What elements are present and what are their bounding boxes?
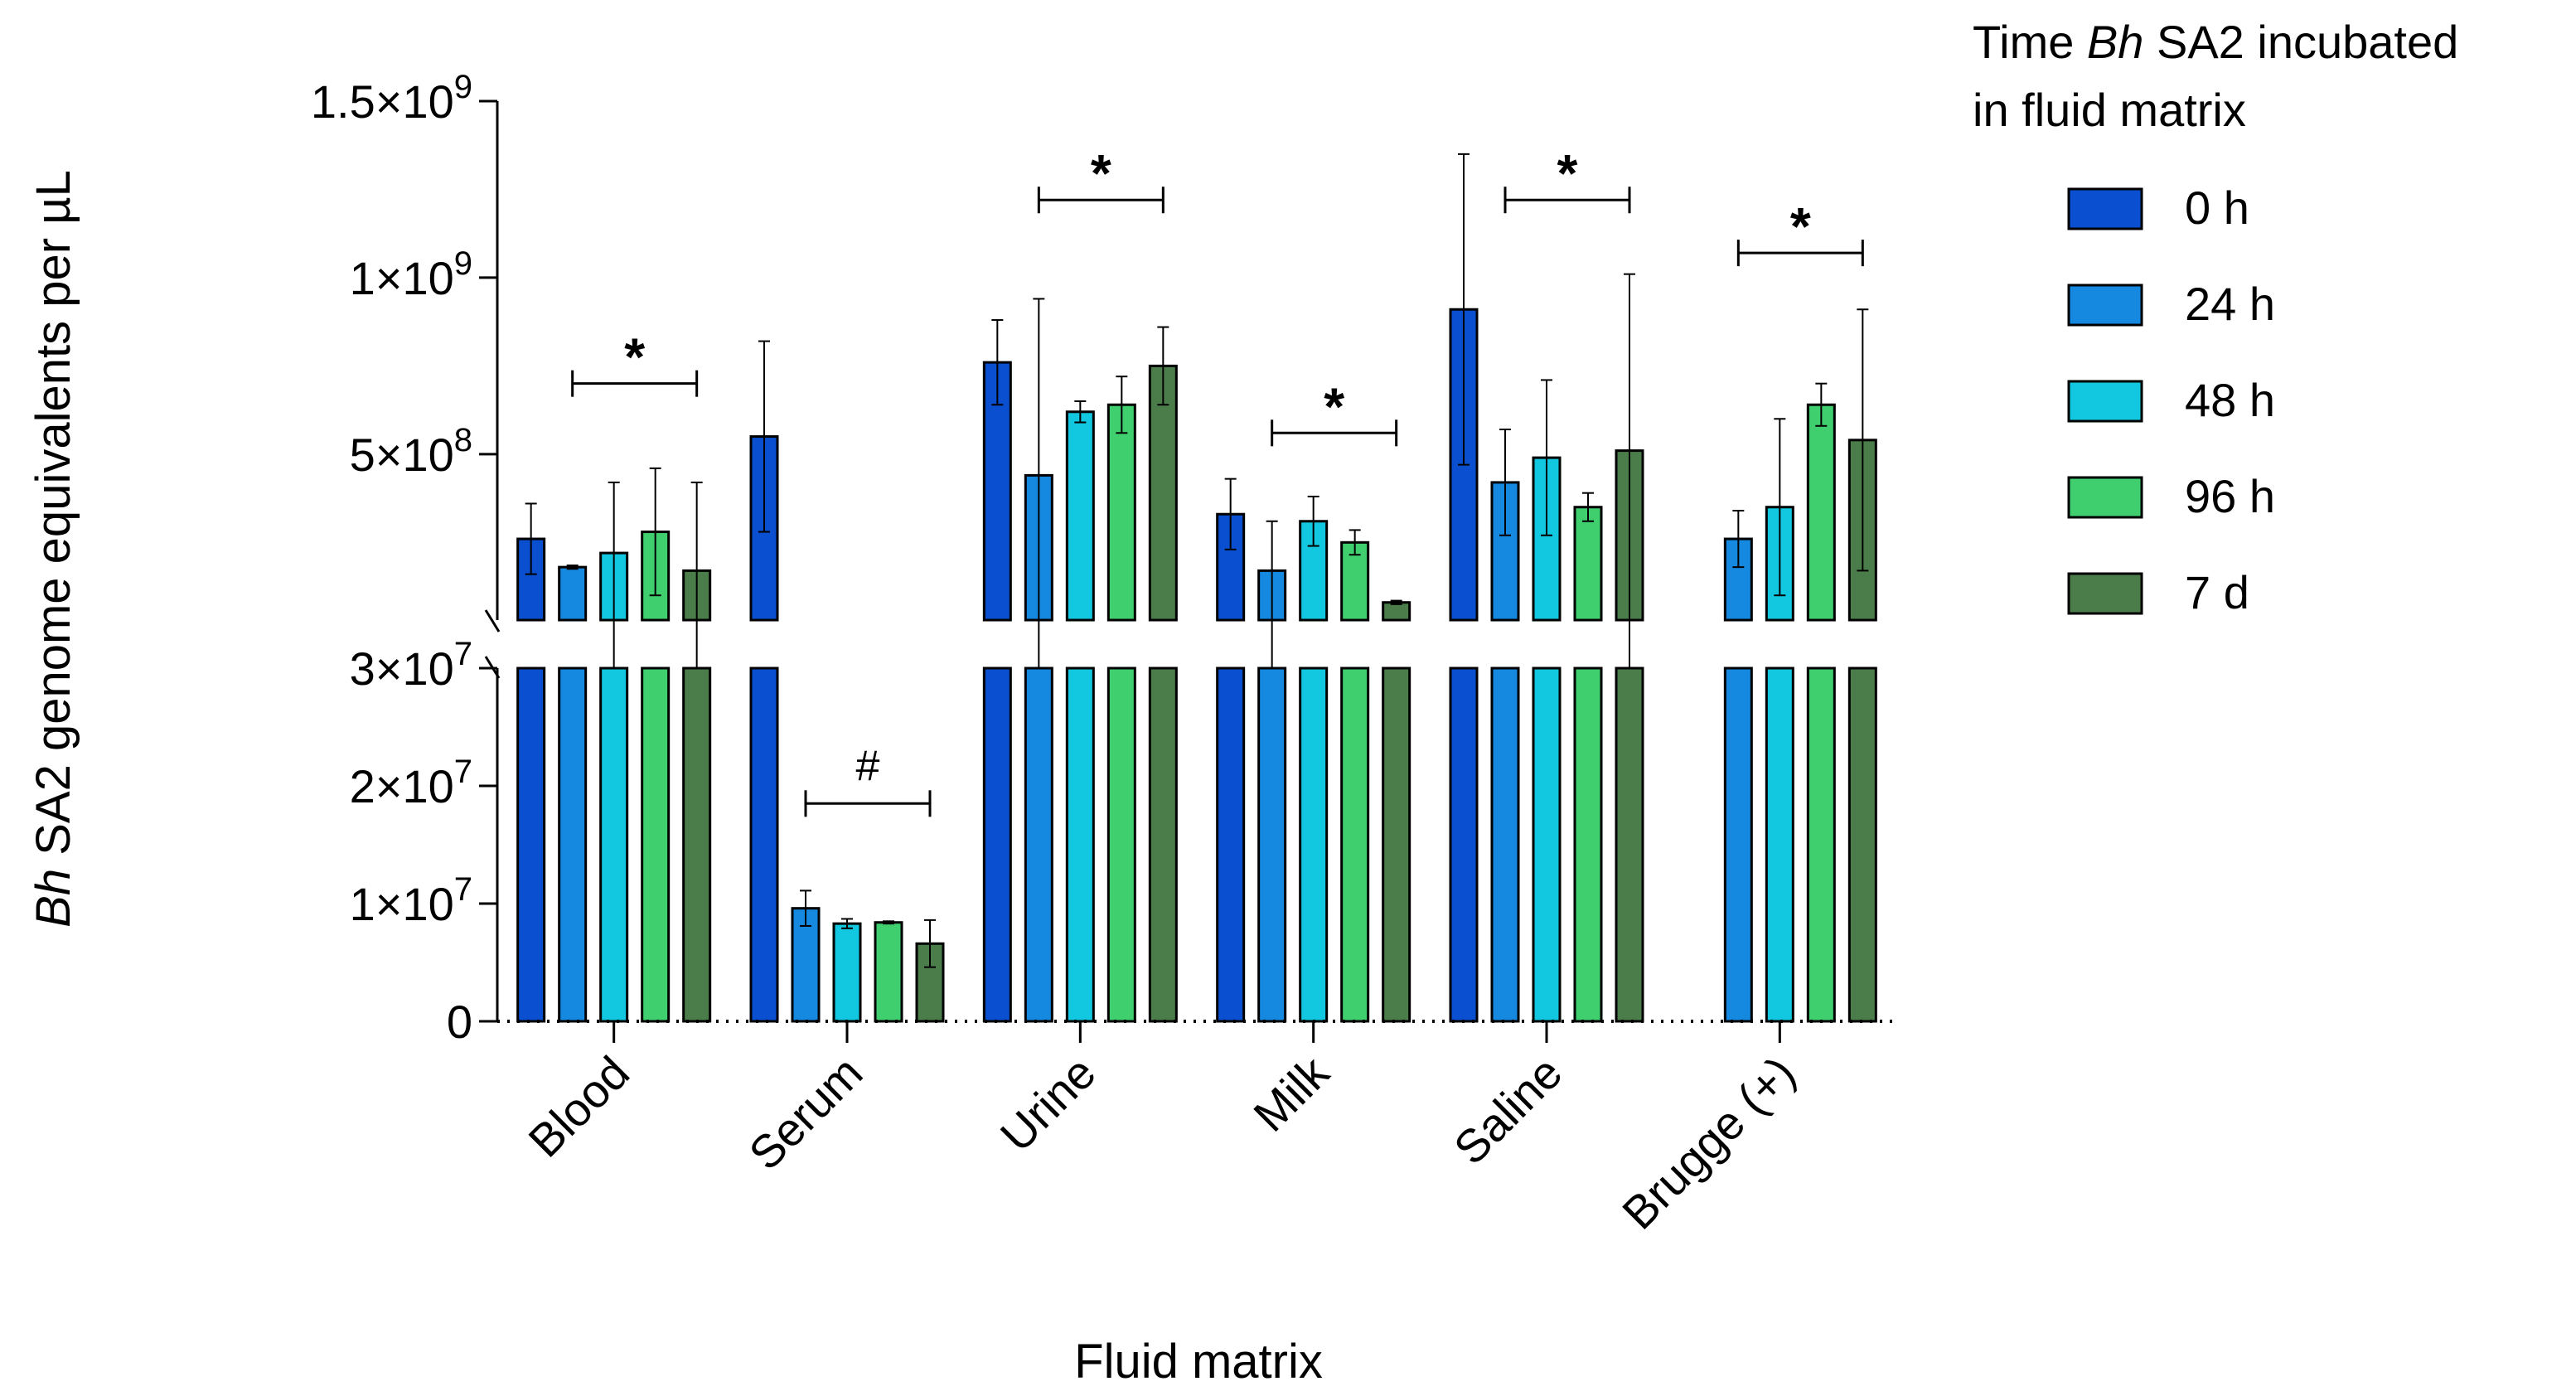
y-tick-label: 5×108 — [350, 422, 472, 481]
y-tick-label-base: 1.5×10 — [311, 75, 454, 128]
bar-4-3-upper — [1573, 506, 1603, 622]
y-axis-title: Bh SA2 genome equivalents per µL — [27, 170, 80, 928]
axis-break-mark — [484, 609, 501, 633]
bar-4-2-upper — [1532, 456, 1562, 622]
bar-0-2-lower — [599, 666, 629, 1023]
category-labels: Blood Serum Urine Milk Saline Brugge (+) — [518, 1045, 1804, 1238]
bar-5-3-lower — [1806, 666, 1836, 1023]
legend-label: 24 h — [2185, 278, 2275, 330]
y-tick-label-base: 1×10 — [350, 878, 454, 930]
bar-5-1-lower — [1723, 666, 1753, 1023]
bar-3-3-lower — [1340, 666, 1370, 1023]
y-tick-label: 1.5×109 — [311, 69, 472, 128]
bar-4-2-lower — [1532, 666, 1562, 1023]
significance-symbol: * — [624, 327, 645, 387]
legend-title-line2: in fluid matrix — [1973, 84, 2246, 136]
significance-symbol: * — [1091, 143, 1111, 203]
bar-5-2-lower — [1765, 666, 1794, 1023]
y-tick-label-base: 0 — [447, 996, 472, 1048]
bar-2-3-lower — [1106, 666, 1136, 1023]
y-tick-label: 2×107 — [350, 754, 472, 812]
bar-5-4-lower — [1847, 666, 1877, 1023]
category-label: Serum — [738, 1046, 872, 1180]
category-label: Brugge (+) — [1612, 1046, 1805, 1239]
category-label: Milk — [1243, 1045, 1339, 1142]
bar-0-4-lower — [682, 666, 712, 1023]
bar-2-2-upper — [1065, 410, 1095, 622]
legend: Time Bh SA2 incubated in fluid matrix 0 h 2… — [1973, 16, 2458, 618]
significance-symbol: * — [1557, 143, 1578, 203]
y-tick-label-exponent: 9 — [454, 69, 472, 105]
bar-3-0-lower — [1216, 666, 1246, 1023]
y-axis-title-italic: Bh — [27, 869, 80, 928]
significance-symbol: * — [1790, 196, 1811, 256]
bar-3-1-lower — [1257, 666, 1287, 1023]
bar-1-3-lower — [874, 921, 903, 1023]
y-tick-label: 1×107 — [350, 871, 472, 930]
bar-1-1-lower — [791, 907, 821, 1023]
bar-0-1-lower — [558, 666, 588, 1023]
significance-symbol: # — [856, 742, 880, 790]
bar-5-3-upper — [1806, 403, 1836, 622]
legend-swatch — [2067, 476, 2143, 519]
legend-title-text: Time — [1973, 16, 2087, 68]
bar-0-3-lower — [641, 666, 671, 1023]
bar-0-0-lower — [516, 666, 546, 1023]
category-label: Blood — [518, 1046, 639, 1167]
bar-4-1-lower — [1490, 666, 1520, 1023]
bar-1-2-lower — [832, 922, 862, 1023]
bars-layer — [516, 308, 1877, 1023]
legend-swatch — [2067, 572, 2143, 615]
legend-swatch — [2067, 380, 2143, 423]
y-tick-label: 0 — [447, 996, 472, 1048]
bar-2-3-upper — [1106, 403, 1136, 622]
category-label: Urine — [990, 1046, 1106, 1161]
bar-2-2-lower — [1065, 666, 1095, 1023]
bar-4-0-lower — [1449, 666, 1479, 1023]
bar-3-0-upper — [1216, 512, 1246, 622]
y-tick-label-exponent: 9 — [454, 245, 472, 282]
legend-title-text: SA2 incubated — [2143, 16, 2458, 68]
legend-label: 7 d — [2185, 566, 2249, 618]
y-tick-label-exponent: 8 — [454, 422, 472, 458]
y-tick-label-base: 3×10 — [350, 642, 454, 695]
bar-4-4-lower — [1615, 666, 1644, 1023]
y-tick-label-base: 5×10 — [350, 429, 454, 481]
y-tick-label-exponent: 7 — [454, 754, 472, 790]
y-tick-label-exponent: 7 — [454, 636, 472, 672]
bar-3-4-upper — [1382, 601, 1411, 622]
error-bars-layer — [525, 153, 1869, 968]
significance-symbol: * — [1324, 376, 1344, 436]
bar-3-2-upper — [1299, 520, 1329, 622]
bar-4-3-lower — [1573, 666, 1603, 1023]
legend-title-italic: Bh — [2087, 16, 2144, 68]
legend-swatch — [2067, 284, 2143, 327]
y-axis-title-rest: SA2 genome equivalents per µL — [27, 170, 80, 869]
legend-title-line1: Time Bh SA2 incubated — [1973, 16, 2458, 68]
legend-swatch — [2067, 187, 2143, 230]
x-axis-title: Fluid matrix — [1074, 1335, 1323, 1389]
bar-1-0-lower — [749, 666, 779, 1023]
bar-2-0-lower — [982, 666, 1012, 1023]
y-tick-label-exponent: 7 — [454, 871, 472, 908]
bar-2-4-lower — [1148, 666, 1178, 1023]
y-tick-label: 1×109 — [350, 245, 472, 304]
bar-3-4-lower — [1382, 666, 1411, 1023]
category-label: Saline — [1444, 1046, 1572, 1175]
bar-0-1-upper — [558, 565, 588, 622]
y-tick-label-base: 1×10 — [350, 252, 454, 304]
legend-label: 96 h — [2185, 470, 2275, 522]
bar-4-1-upper — [1490, 481, 1520, 622]
y-tick-label-base: 2×10 — [350, 760, 454, 812]
legend-label: 48 h — [2185, 374, 2275, 426]
legend-label: 0 h — [2185, 182, 2249, 234]
significance-layer: * # * * * * — [571, 143, 1864, 817]
bar-3-2-lower — [1299, 666, 1329, 1023]
y-tick-label: 3×107 — [350, 636, 472, 695]
bar-2-1-lower — [1024, 666, 1053, 1023]
